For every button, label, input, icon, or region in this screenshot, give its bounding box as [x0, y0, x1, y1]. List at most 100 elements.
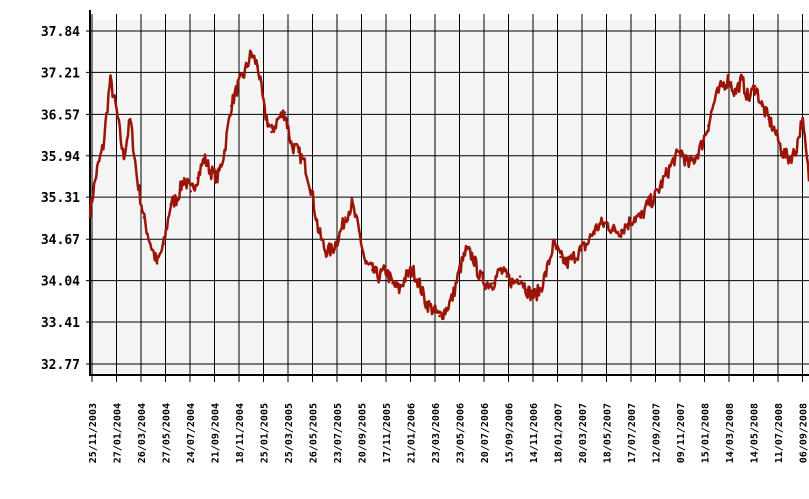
data-point: [142, 216, 145, 219]
data-point: [391, 282, 394, 285]
data-point: [545, 268, 549, 272]
data-point: [552, 242, 555, 245]
data-point: [774, 130, 777, 134]
data-point: [525, 288, 528, 291]
data-point: [250, 52, 253, 55]
data-point: [794, 150, 797, 154]
data-point: [95, 170, 98, 173]
data-point: [586, 242, 589, 245]
data-point: [451, 295, 455, 298]
data-point: [787, 157, 790, 160]
x-tick-label: 26/03/2004: [137, 403, 148, 463]
data-point: [619, 229, 623, 232]
data-point: [633, 216, 636, 219]
data-point: [666, 170, 670, 173]
data-point: [223, 150, 226, 154]
data-point: [182, 176, 186, 180]
x-tick-label: 20/09/2005: [358, 403, 369, 463]
data-point: [727, 78, 730, 81]
x-tick-label: 17/11/2005: [382, 403, 393, 463]
data-point: [559, 255, 562, 259]
y-tick-label: 36.57: [41, 108, 80, 123]
x-tick-label: 25/03/2005: [284, 403, 295, 463]
x-tick-label: 23/03/2006: [431, 403, 442, 463]
x-tick-label: 18/11/2004: [235, 403, 246, 463]
data-point: [767, 117, 770, 121]
data-point: [693, 157, 696, 160]
y-tick-label: 34.04: [41, 275, 80, 290]
y-tick-label: 37.21: [41, 66, 80, 81]
x-tick-label: 18/05/2007: [603, 403, 614, 463]
data-point: [431, 308, 434, 311]
x-tick-label: 27/01/2004: [113, 403, 124, 463]
data-point: [492, 282, 495, 285]
x-tick-label: 14/11/2006: [529, 403, 540, 463]
y-tick-label: 37.84: [41, 25, 80, 40]
y-tick-labels: 37.84 37.21 36.57 35.94 35.31 34.67 34.04 33.41…: [41, 25, 80, 373]
data-point: [707, 124, 710, 127]
data-point: [713, 98, 717, 101]
data-point: [639, 216, 643, 219]
data-point: [256, 65, 260, 68]
data-point: [740, 78, 743, 81]
data-point: [162, 242, 166, 245]
data-point: [297, 150, 300, 154]
data-point: [156, 262, 159, 265]
y-tick-label: 35.31: [41, 191, 80, 206]
data-point: [438, 314, 441, 318]
data-point: [404, 275, 407, 278]
y-tick-label: 35.94: [41, 150, 80, 165]
data-points: [88, 52, 809, 318]
data-point: [444, 308, 448, 311]
data-point: [276, 117, 280, 121]
data-point: [397, 288, 401, 291]
x-tick-label: 24/07/2004: [186, 403, 197, 463]
data-point: [801, 117, 804, 121]
data-point: [592, 229, 596, 232]
data-point: [579, 249, 582, 252]
data-point: [115, 111, 119, 114]
data-point: [754, 85, 757, 88]
x-tick-label: 20/03/2007: [578, 403, 589, 463]
grid-lines: [86, 14, 809, 382]
x-tick-label: 25/11/2003: [88, 403, 99, 463]
data-point: [384, 268, 387, 272]
data-point: [646, 203, 649, 206]
data-point: [518, 275, 522, 278]
data-point: [532, 295, 535, 298]
x-tick-label: 23/07/2005: [333, 403, 344, 463]
data-point: [673, 157, 676, 160]
data-point: [196, 176, 199, 180]
data-point: [357, 229, 360, 232]
data-point: [109, 78, 112, 81]
data-point: [189, 190, 192, 193]
data-point: [209, 170, 213, 173]
series-line: [88, 49, 809, 321]
x-tick-label: 12/09/2007: [652, 403, 663, 463]
y-tick-label: 33.41: [41, 316, 80, 331]
data-point: [498, 268, 502, 272]
data-point: [626, 222, 629, 226]
plot-area: [92, 20, 809, 373]
data-point: [310, 190, 313, 193]
x-tick-label: 15/01/2008: [701, 403, 712, 463]
data-point: [344, 216, 347, 219]
data-point: [458, 268, 461, 272]
x-tick-label: 26/05/2005: [309, 403, 320, 463]
x-tick-label: 06/09/2008: [799, 403, 809, 463]
data-point: [216, 176, 219, 180]
data-point: [565, 262, 569, 265]
y-tick-label: 32.77: [41, 358, 80, 373]
data-point: [236, 85, 239, 88]
x-tick-label: 23/05/2006: [456, 403, 467, 463]
x-tick-label: 20/07/2006: [480, 403, 491, 463]
data-point: [135, 176, 139, 180]
data-point: [88, 209, 92, 213]
data-point: [337, 236, 340, 239]
data-point: [324, 249, 327, 252]
data-point: [290, 144, 293, 147]
x-tick-label: 21/01/2006: [407, 403, 418, 463]
x-tick-labels: 25/11/2003 27/01/2004 26/03/2004 27/05/2004…: [88, 403, 809, 463]
data-point: [317, 229, 320, 232]
data-point: [612, 229, 616, 232]
